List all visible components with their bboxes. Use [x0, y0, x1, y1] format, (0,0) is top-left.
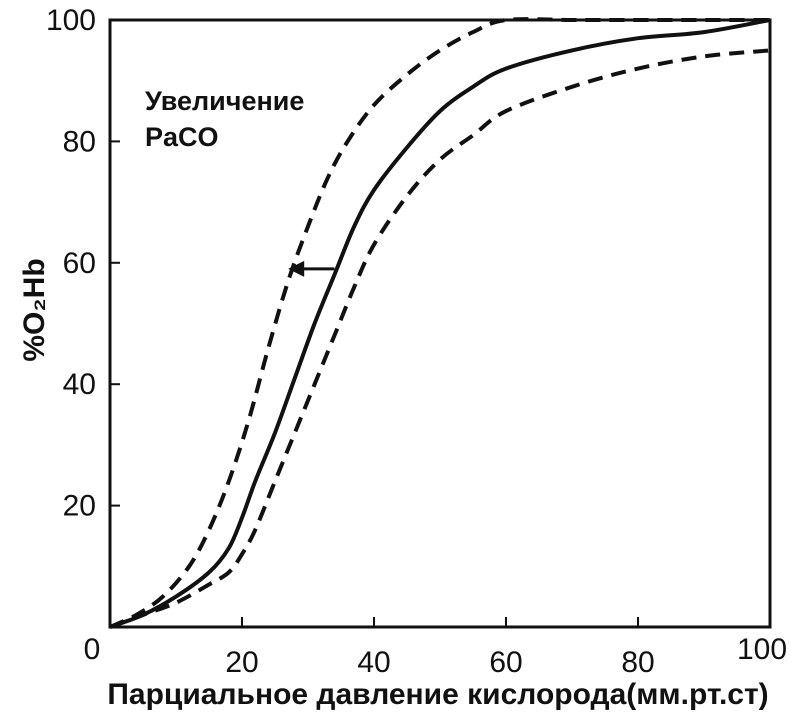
- x-tick-label: 20: [225, 646, 258, 679]
- x-tick-label: 40: [357, 646, 390, 679]
- annotation: Увеличение PaCO: [145, 86, 304, 152]
- x-tick-label: 80: [621, 646, 654, 679]
- y-tick-label: 80: [63, 125, 96, 158]
- y-tick-label: 60: [63, 247, 96, 280]
- series-line-3-dashed: [109, 48, 771, 629]
- x-tick-label: 60: [489, 646, 522, 679]
- series-line-2-solid: [109, 18, 771, 629]
- x-axis-title: Парциальное давление кислорода(мм.рт.ст): [107, 678, 768, 711]
- y-axis-title: %O₂Hb: [18, 258, 51, 361]
- y-tick-label: 100: [46, 4, 96, 37]
- axes: 20 40 60 80 100 0 20 40 60 80 100: [46, 4, 787, 679]
- y-tick-label: 40: [63, 368, 96, 401]
- x-tick-label: 0: [84, 633, 101, 666]
- arrow-head: [288, 260, 305, 277]
- plot-frame: [108, 18, 772, 629]
- annotation-line-2: PaCO: [145, 122, 219, 152]
- annotation-arrow: [288, 260, 335, 277]
- annotation-line-1: Увеличение: [145, 86, 304, 116]
- y-tick-label: 20: [63, 490, 96, 523]
- x-tick-label: 100: [737, 633, 787, 666]
